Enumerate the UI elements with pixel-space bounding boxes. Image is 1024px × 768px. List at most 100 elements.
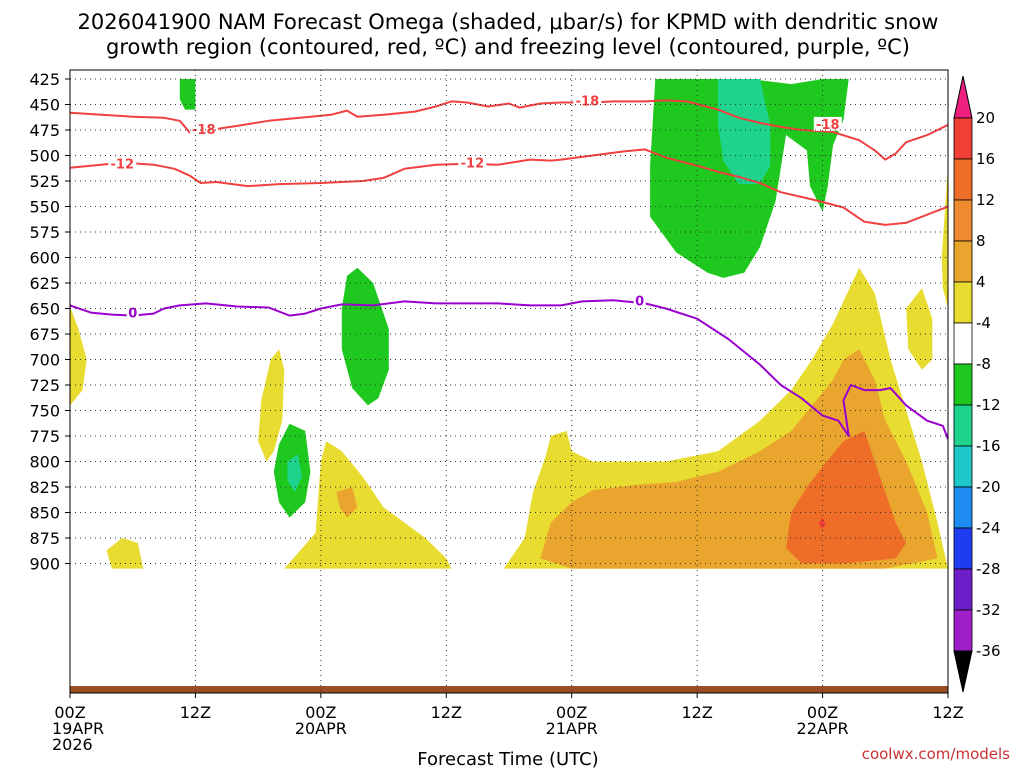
contour-dgz-minus12 [70,148,948,226]
x-tick-label: 00Z [556,703,587,722]
colorbar-label: 20 [976,109,995,127]
x-tick-label: 12Z [681,703,712,722]
omega-region-teal-upper-right [718,79,771,185]
y-tick-label: 800 [29,453,60,472]
colorbar-label: -36 [976,642,1001,660]
x-tick-label: 20APR [295,719,347,738]
x-tick-label: 00Z [807,703,838,722]
contour-freezing-level [70,299,948,440]
y-tick-label: 750 [29,402,60,421]
contour-label-dgz-minus18: -18 [192,123,216,138]
colorbar-label: 8 [976,232,986,250]
y-tick-label: 900 [29,555,60,574]
contour-label-bg [813,116,842,131]
colorbar-label: 12 [976,191,995,209]
colorbar-swatch [953,363,973,406]
colorbar-swatch [953,281,973,324]
contour-label-dgz-minus18: -18 [576,94,600,109]
omega-region-yellow-main-1 [284,441,452,569]
y-tick-label: 500 [29,147,60,166]
colorbar-swatch [953,609,973,652]
colorbar-label: 16 [976,150,995,168]
colorbar-arrow-bottom [953,650,973,693]
y-tick-label: 650 [29,300,60,319]
contour-layer: -18 -18 -18 -12 -12 0 0 [70,93,948,440]
colorbar-swatch [953,486,973,529]
colorbar-label: -20 [976,478,1001,496]
chart-title-line1: 2026041900 NAM Forecast Omega (shaded, μ… [78,10,939,34]
y-tick-label: 450 [29,96,60,115]
contour-label-bg [108,156,137,171]
omega-region-yellow-small-left [106,538,144,569]
contour-label-dgz-minus18: -18 [816,118,840,133]
x-tick-label: 12Z [431,703,462,722]
plot-frame [69,69,949,694]
colorbar-label: -16 [976,437,1001,455]
colorbar-label: -4 [976,314,991,332]
y-tick-label: 725 [29,376,60,395]
omega-region-dark-orange-main [786,430,907,564]
colorbar-swatch [953,158,973,201]
contour-label-freezing-level: 0 [128,307,137,322]
terrain-strip [70,686,948,693]
omega-region-green-mid [341,267,389,406]
y-tick-label: 850 [29,504,60,523]
colorbar: 20 16 12 8 4 -4 -8 -12 -16 -20 -24 -28 -32 -36 [953,75,1001,693]
x-tick-label: 22APR [797,719,849,738]
colorbar-swatch [953,404,973,447]
colorbar-arrow-top [953,75,973,119]
x-tick-label: 2026 [52,735,93,754]
contour-label-bg [573,93,602,108]
omega-region-teal-low [287,454,302,493]
colorbar-swatch [953,199,973,242]
omega-region-yellow-left-edge [70,306,87,406]
y-tick-label: 875 [29,529,60,548]
y-tick-label: 700 [29,351,60,370]
y-tick-label: 675 [29,325,60,344]
contour-label-dgz-minus12: -12 [111,158,135,173]
contour-label-freezing-level: 0 [635,294,644,309]
y-tick-label: 550 [29,198,60,217]
colorbar-swatch [953,568,973,611]
contour-label-bg [458,155,487,170]
y-tick-label: 775 [29,427,60,446]
colorbar-label: -28 [976,560,1001,578]
colorbar-label: -8 [976,355,991,373]
x-tick-label: 19APR [52,719,104,738]
contour-label-bg [126,305,139,320]
y-tick-label: 425 [29,70,60,89]
colorbar-label: -12 [976,396,1001,414]
y-tick-label: 575 [29,223,60,242]
omega-region-yellow-mid-stripe [258,349,285,462]
plot-area [70,79,948,693]
y-tick-label: 600 [29,249,60,268]
x-tick-label: 12Z [932,703,963,722]
omega-region-red-spot [818,517,826,529]
omega-region-green-top-a [179,79,196,110]
colorbar-swatch [953,445,973,488]
colorbar-label: 4 [976,273,986,291]
omega-region-orange-mid-small [336,487,358,518]
contour-label-bg [633,293,646,308]
x-tick-label: 21APR [546,719,598,738]
credit-text: coolwx.com/models [862,745,1010,763]
colorbar-label: -32 [976,601,1001,619]
y-tick-label: 475 [29,121,60,140]
chart-title-line2: growth region (contoured, red, ºC) and f… [106,35,910,59]
omega-region-yellow-right-edge-top [941,165,948,309]
colorbar-swatch [953,117,973,160]
x-tick-label: 00Z [305,703,336,722]
x-tick-label: 00Z [54,703,85,722]
contour-label-bg [189,122,218,136]
colorbar-label: -24 [976,519,1001,537]
colorbar-swatch [953,322,973,365]
axes: 425 450 475 500 525 550 575 600 625 650 675 700 725 7… [29,69,964,754]
contour-label-dgz-minus12: -12 [461,157,485,172]
colorbar-swatch [953,527,973,570]
y-tick-label: 825 [29,478,60,497]
colorbar-swatch [953,240,973,283]
x-tick-label: 12Z [180,703,211,722]
y-tick-label: 625 [29,274,60,293]
y-tick-label: 525 [29,172,60,191]
